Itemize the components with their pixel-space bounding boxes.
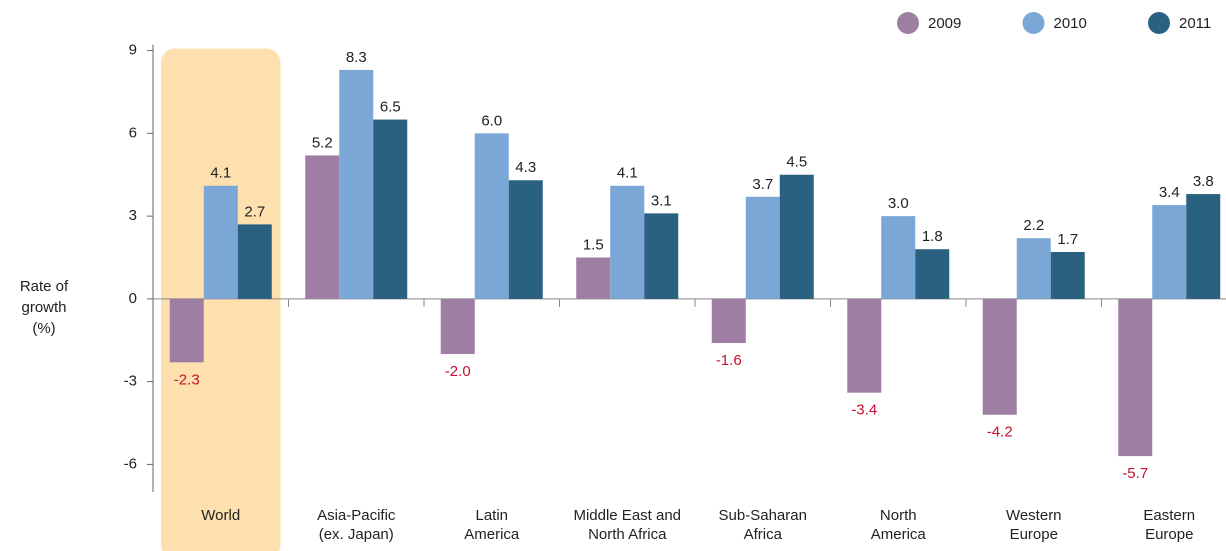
value-label: 3.7 (752, 176, 773, 193)
x-tick-label: Western (1006, 507, 1062, 524)
value-label: 2.2 (1023, 217, 1044, 234)
bar (508, 180, 543, 299)
value-label: -1.6 (716, 352, 742, 369)
bar (779, 174, 814, 299)
value-label: 4.1 (617, 165, 638, 182)
bar (1016, 238, 1051, 299)
bar (644, 213, 679, 299)
bar (745, 196, 780, 299)
value-label: -3.4 (851, 402, 877, 419)
x-tick-label: Africa (744, 526, 783, 543)
y-axis-label: Rate of (20, 278, 69, 295)
y-tick-label: 0 (129, 290, 137, 307)
value-label: -4.2 (987, 424, 1013, 441)
legend-label: 2009 (928, 15, 961, 32)
x-tick-label: North Africa (588, 526, 667, 543)
x-tick-label: Europe (1145, 526, 1193, 543)
bar (915, 249, 950, 299)
value-label: 3.1 (651, 192, 672, 209)
bar (237, 224, 272, 299)
value-label: 1.5 (583, 236, 604, 253)
value-label: 1.7 (1057, 231, 1078, 248)
x-tick-label: Asia-Pacific (317, 507, 396, 524)
value-label: 1.8 (922, 228, 943, 245)
legend-label: 2010 (1054, 15, 1087, 32)
x-tick-label: Latin (475, 507, 508, 524)
y-axis-label: (%) (32, 320, 55, 337)
y-axis-label: growth (21, 299, 66, 316)
bar (339, 69, 374, 299)
background-layer (161, 48, 281, 551)
bar (373, 119, 408, 299)
value-label: 2.7 (244, 203, 265, 220)
highlight (161, 48, 281, 551)
value-label: 6.0 (481, 112, 502, 129)
x-tick-label: America (464, 526, 520, 543)
value-label: 5.2 (312, 134, 333, 151)
value-label: 4.1 (210, 165, 231, 182)
x-tick-label: (ex. Japan) (319, 526, 394, 543)
bar (440, 298, 475, 355)
x-tick-label: America (871, 526, 927, 543)
x-tick-label: Europe (1010, 526, 1058, 543)
x-tick-label: Middle East and (573, 507, 681, 524)
bar (881, 216, 916, 299)
y-tick-label: 9 (129, 42, 137, 59)
value-label: -2.3 (174, 371, 200, 388)
bar (1050, 251, 1085, 299)
value-label: 6.5 (380, 99, 401, 116)
bar (982, 298, 1017, 415)
value-label: 4.5 (786, 154, 807, 171)
bar (711, 298, 746, 344)
value-label: -2.0 (445, 363, 471, 380)
y-tick-label: -3 (124, 373, 137, 390)
value-label: 3.8 (1193, 173, 1214, 190)
legend-swatch (1022, 12, 1045, 34)
legend-swatch (1148, 12, 1170, 34)
x-tick-label: Eastern (1143, 507, 1195, 524)
y-tick-label: -6 (124, 455, 137, 472)
value-label: 3.0 (888, 195, 909, 212)
y-tick-label: 3 (129, 207, 137, 224)
bar (847, 298, 882, 393)
bar (203, 185, 238, 299)
bar (610, 185, 645, 299)
value-label: 3.4 (1159, 184, 1180, 201)
x-tick-label: Sub-Saharan (719, 507, 807, 524)
value-label: 4.3 (515, 159, 536, 176)
bar (1118, 298, 1153, 457)
x-tick-label: North (880, 507, 917, 524)
legend-label: 2011 (1179, 15, 1211, 32)
bar (305, 155, 340, 299)
bar (169, 298, 204, 363)
bar (576, 257, 611, 299)
value-label: 8.3 (346, 49, 367, 66)
x-tick-label: World (201, 507, 240, 524)
bar (1186, 194, 1221, 299)
bar (1152, 205, 1187, 299)
legend-swatch (897, 12, 919, 34)
bar (474, 133, 509, 299)
value-label: -5.7 (1122, 465, 1148, 482)
y-tick-label: 6 (129, 124, 137, 141)
